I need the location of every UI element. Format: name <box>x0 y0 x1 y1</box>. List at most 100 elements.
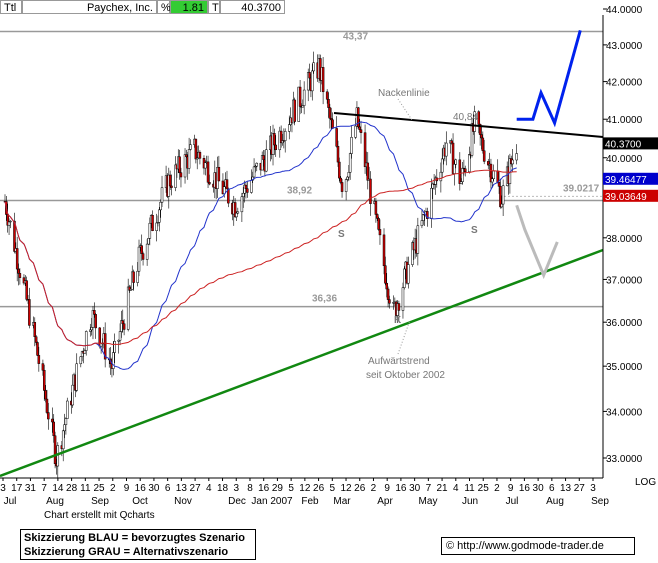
candle-up <box>439 171 443 182</box>
candle-up <box>112 352 115 369</box>
candle-down <box>168 174 172 187</box>
time-tick-label: 5 <box>330 483 336 494</box>
time-tick-label: 12 <box>340 483 352 494</box>
shoulder-left-label: S <box>338 229 345 240</box>
candle-up <box>459 181 463 184</box>
chart-axes: 33.0000 34.0000 35.0000 36.0000 37.0000 38.00… <box>0 5 658 507</box>
candle-up <box>445 142 448 157</box>
time-tick-label: 16 <box>519 483 531 494</box>
month-label: Aug <box>546 496 564 507</box>
price-badge <box>603 137 658 150</box>
candle-down <box>44 390 47 400</box>
candle-down <box>25 280 28 300</box>
candle-up <box>473 111 476 132</box>
candle-up <box>126 286 130 330</box>
candle-down <box>451 142 455 174</box>
candle-down <box>463 168 467 173</box>
candle-up <box>183 154 187 178</box>
candle-up <box>431 183 434 189</box>
candle-up <box>79 356 83 365</box>
candle-down <box>496 170 499 183</box>
candle-down <box>298 86 302 107</box>
candle-down <box>141 253 145 260</box>
candle-down <box>13 220 16 252</box>
candle-down <box>198 151 202 159</box>
candle-up <box>344 179 348 192</box>
time-tick-label: 26 <box>354 483 366 494</box>
legend-gray: Skizzierung GRAU = Alternativszenario <box>24 546 229 558</box>
candle-down <box>450 140 453 144</box>
candle-down <box>480 134 483 139</box>
shoulder-right-label: S <box>471 225 478 236</box>
candle-up <box>350 137 353 154</box>
candle-down <box>52 421 55 437</box>
symbol-field[interactable]: Ttl <box>0 0 22 14</box>
price-tick-label: 44.0000 <box>606 5 643 16</box>
price-tick-label: 42.0000 <box>606 78 643 89</box>
candle-down <box>43 369 46 391</box>
candle-down <box>397 303 401 311</box>
time-tick-label: 17 <box>11 483 23 494</box>
price-tick-label: 41.0000 <box>606 115 643 126</box>
candle-up <box>492 170 495 180</box>
candle-down <box>377 218 380 230</box>
candle-down <box>227 188 230 204</box>
time-tick-label: 7 <box>426 483 432 494</box>
candle-down <box>178 156 181 173</box>
candle-up <box>90 327 93 331</box>
candle-up <box>75 363 78 391</box>
candle-down <box>375 214 379 219</box>
candle-down <box>357 107 360 128</box>
candle-down <box>217 166 221 182</box>
candle-up <box>302 89 306 106</box>
time-tick-label: 12 <box>299 483 311 494</box>
candle-up <box>156 221 160 224</box>
candle-down <box>335 128 338 147</box>
candle-up <box>136 270 139 283</box>
candle-up <box>255 162 259 167</box>
time-tick-label: 30 <box>533 483 545 494</box>
candle-down <box>262 155 265 160</box>
source-link[interactable]: © http://www.godmode-trader.de <box>441 537 635 555</box>
candle-down <box>47 412 50 420</box>
candle-down <box>378 229 382 236</box>
neckline <box>333 112 604 138</box>
time-tick-label: 29 <box>272 483 284 494</box>
time-tick-label: 3 <box>0 483 6 494</box>
candle-up <box>422 214 425 221</box>
scenario-gray-path <box>515 204 559 280</box>
candle-up <box>306 72 310 91</box>
candle-down <box>497 181 501 187</box>
candle-down <box>328 107 332 119</box>
scenario-blue-path <box>516 29 582 128</box>
candle-down <box>279 130 283 144</box>
time-tick-label: 25 <box>93 483 105 494</box>
candle-up <box>147 238 150 245</box>
candle-up <box>407 264 410 284</box>
candle-up <box>401 287 405 311</box>
candle-down <box>28 299 31 326</box>
price-tick-label: 40.0000 <box>606 154 643 165</box>
candle-down <box>327 99 330 108</box>
trend-label-line2: seit Oktober 2002 <box>366 370 445 381</box>
uptrend-line <box>0 248 604 478</box>
time-tick-label: 4 <box>453 483 459 494</box>
time-tick-label: 13 <box>560 483 572 494</box>
candle-down <box>339 177 342 183</box>
candle-down <box>426 211 429 219</box>
month-label: Jun <box>462 496 478 507</box>
candle-up <box>174 164 177 188</box>
time-tick-label: 9 <box>124 483 130 494</box>
time-tick-label: 27 <box>190 483 202 494</box>
candle-up <box>434 177 437 185</box>
time-tick-label: 7 <box>41 483 47 494</box>
candle-up <box>9 220 12 223</box>
candle-up <box>283 131 287 141</box>
time-tick-label: 11 <box>80 483 91 494</box>
time-tick-label: 2 <box>494 483 500 494</box>
moving-average-red <box>4 169 517 347</box>
candle-up <box>265 149 268 172</box>
candle-down <box>481 137 485 152</box>
candle-down <box>384 265 387 284</box>
candle-down <box>45 398 49 413</box>
